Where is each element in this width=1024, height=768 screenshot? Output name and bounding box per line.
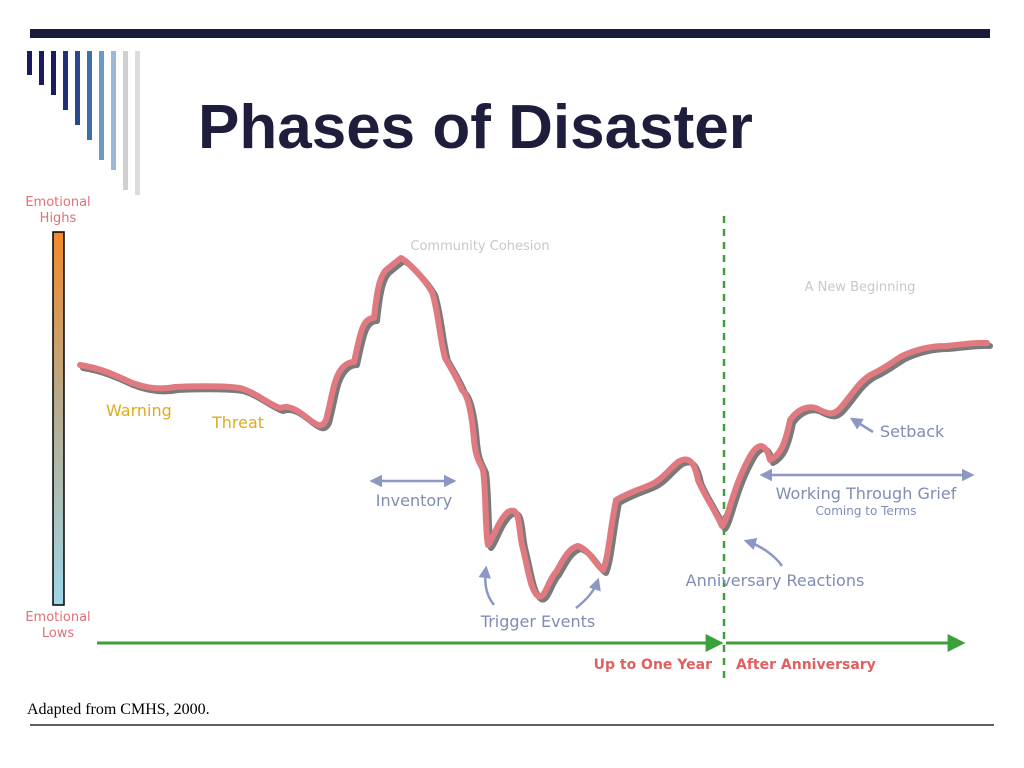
stripe-3 bbox=[51, 51, 56, 95]
label-inventory: Inventory bbox=[376, 491, 452, 510]
stripe-7 bbox=[99, 51, 104, 160]
stripe-6 bbox=[87, 51, 92, 140]
timeline-before-label: Up to One Year bbox=[594, 657, 712, 673]
trigger-arrow-left bbox=[478, 565, 495, 606]
stripe-4 bbox=[63, 51, 68, 110]
label-setback: Setback bbox=[880, 422, 945, 441]
top-bar bbox=[30, 29, 990, 38]
stripe-5 bbox=[75, 51, 80, 125]
scale-low-line2: Lows bbox=[42, 626, 75, 641]
label-working-through-grief: Working Through Grief bbox=[776, 484, 957, 503]
label-anniversary-reactions: Anniversary Reactions bbox=[686, 571, 865, 590]
stripe-8 bbox=[111, 51, 116, 170]
curve-line bbox=[77, 255, 990, 600]
scale-high-line1: Emotional bbox=[25, 195, 90, 210]
stripe-2 bbox=[39, 51, 44, 85]
scale-bar bbox=[52, 231, 65, 606]
curve-shadow bbox=[80, 258, 993, 603]
stripe-1 bbox=[27, 51, 32, 75]
label-threat: Threat bbox=[211, 413, 264, 432]
scale-low-line1: Emotional bbox=[25, 610, 90, 625]
label-new-beginning: A New Beginning bbox=[805, 280, 916, 295]
stripe-9 bbox=[123, 51, 128, 190]
disaster-curve bbox=[77, 255, 993, 603]
emotional-scale: Emotional Highs Emotional Lows bbox=[25, 195, 90, 641]
setback-arrow bbox=[849, 417, 874, 434]
label-community-cohesion: Community Cohesion bbox=[410, 239, 549, 254]
timeline-after-label: After Anniversary bbox=[736, 657, 876, 673]
scale-high-line2: Highs bbox=[40, 211, 77, 226]
page-title: Phases of Disaster bbox=[198, 93, 753, 162]
anniversary-arrow bbox=[743, 538, 784, 567]
decorative-stripes bbox=[27, 51, 140, 195]
stripe-10 bbox=[135, 51, 140, 195]
label-warning: Warning bbox=[106, 401, 172, 420]
label-trigger-events: Trigger Events bbox=[480, 612, 595, 631]
label-coming-to-terms: Coming to Terms bbox=[816, 504, 917, 518]
source-note: Adapted from CMHS, 2000. bbox=[27, 701, 210, 718]
trigger-arrow-right bbox=[575, 577, 601, 609]
